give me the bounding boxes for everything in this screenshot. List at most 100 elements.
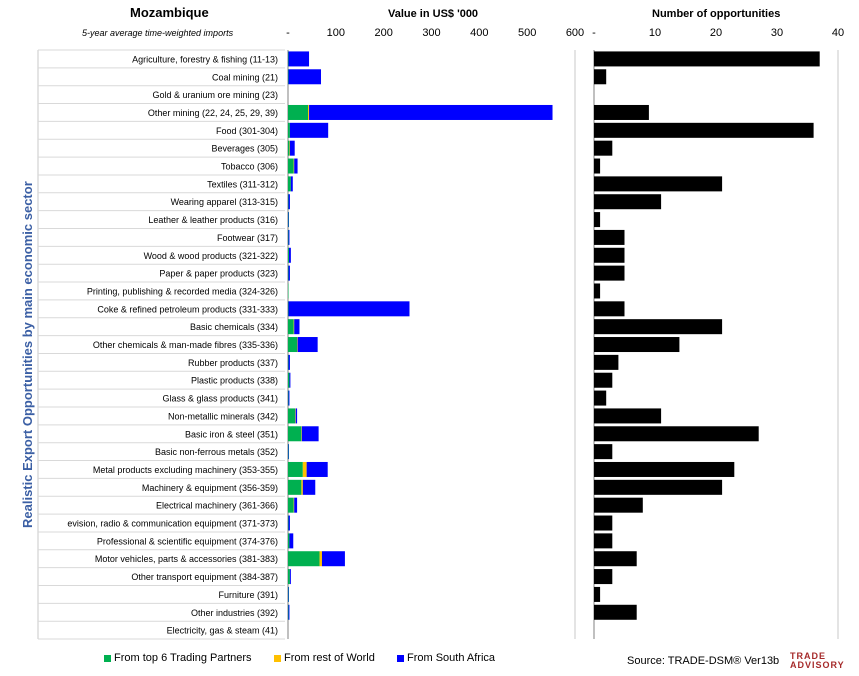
category-label: Food (301-304) (216, 126, 278, 136)
legend-item-top6: From top 6 Trading Partners (104, 652, 252, 664)
category-label: Metal products excluding machinery (353-… (93, 465, 278, 475)
value-bar-segment (288, 515, 290, 531)
category-label: Paper & paper products (323) (159, 269, 278, 279)
value-axis-tick-label: 200 (374, 27, 392, 39)
category-label: Other industries (392) (191, 608, 278, 618)
value-axis-tick-label: 300 (422, 27, 440, 39)
value-bar-segment (288, 461, 303, 477)
source-note: Source: TRADE-DSM® Ver13b (627, 655, 780, 667)
value-axis-tick-label: - (286, 27, 290, 39)
category-label: Textiles (311-312) (207, 179, 278, 189)
category-label: Coke & refined petroleum products (331-3… (97, 304, 278, 314)
value-bar-segment (288, 176, 291, 192)
count-bar (594, 104, 649, 120)
count-bar (594, 354, 619, 370)
chart-subtitle: 5-year average time-weighted imports (82, 28, 234, 38)
count-bar (594, 604, 637, 620)
category-label: Tobacco (306) (221, 162, 278, 172)
category-label: Leather & leather products (316) (148, 215, 278, 225)
count-bar (594, 551, 637, 567)
count-bar (594, 337, 680, 353)
count-bar (594, 122, 814, 138)
value-bar-segment (288, 140, 290, 156)
value-bar-segment (302, 461, 307, 477)
count-bar (594, 390, 607, 406)
value-bar-segment (306, 461, 328, 477)
value-bar-segment (288, 51, 310, 67)
category-label: Glass & glass products (341) (162, 394, 278, 404)
category-label: Other transport equipment (384-387) (131, 572, 278, 582)
value-bar-segment (308, 104, 310, 120)
value-bar-segment (288, 247, 289, 263)
value-bar-segment (321, 551, 345, 567)
trade-advisory-logo: TRADE ADVISORY (790, 652, 845, 670)
value-bar-segment (289, 533, 294, 549)
category-label: Rubber products (337) (188, 358, 278, 368)
count-bar (594, 247, 625, 263)
count-bar (594, 497, 643, 513)
category-label: Footwear (317) (217, 233, 278, 243)
legend-label: From rest of World (284, 652, 375, 664)
value-bar-segment (288, 497, 294, 513)
value-bar-segment (288, 604, 290, 620)
count-bar (594, 586, 601, 602)
country-title: Mozambique (130, 5, 209, 20)
value-axis-tick-label: 400 (470, 27, 488, 39)
value-bar-segment (294, 319, 300, 335)
value-axis-tick-label: 600 (566, 27, 584, 39)
category-label: Machinery & equipment (356-359) (142, 483, 278, 493)
category-label: Printing, publishing & recorded media (3… (87, 286, 278, 296)
category-label: Electricity, gas & steam (41) (167, 626, 278, 636)
count-bar (594, 372, 613, 388)
value-bar-segment (288, 104, 309, 120)
count-bar (594, 194, 662, 210)
logo-line-1: TRADE (790, 651, 826, 661)
count-bar (594, 283, 601, 299)
count-bar (594, 479, 723, 495)
value-bar-segment (288, 229, 290, 245)
count-bar (594, 69, 607, 85)
count-bar (594, 158, 601, 174)
value-bar-segment (301, 479, 303, 495)
category-label: Professional & scientific equipment (374… (97, 536, 278, 546)
count-bar (594, 319, 723, 335)
value-bar-segment (288, 533, 290, 549)
value-bar-segment (288, 569, 290, 585)
category-label: Wearing apparel (313-315) (171, 197, 278, 207)
legend-swatch-yellow (274, 654, 281, 662)
value-axis-tick-label: 100 (327, 27, 345, 39)
value-bar-segment (289, 122, 329, 138)
value-bar-segment (319, 551, 322, 567)
value-bar-segment (288, 122, 290, 138)
legend-swatch-blue (397, 654, 404, 662)
count-chart-title: Number of opportunities (652, 8, 781, 20)
category-label: Basic non-ferrous metals (352) (155, 447, 278, 457)
value-bar-segment (288, 354, 290, 370)
count-bar (594, 461, 735, 477)
legend-label: From top 6 Trading Partners (114, 652, 252, 664)
value-bar-segment (294, 158, 298, 174)
count-bar (594, 212, 601, 228)
legend-item-rest-of-world: From rest of World (274, 652, 375, 664)
value-bar-segment (289, 140, 295, 156)
count-axis-tick-label: - (592, 27, 596, 39)
value-bar-segment (288, 390, 290, 406)
count-bar (594, 533, 613, 549)
category-label: Basic chemicals (334) (190, 322, 278, 332)
value-bar-segment (288, 337, 298, 353)
category-label: Electrical machinery (361-366) (156, 501, 278, 511)
count-axis-tick-label: 20 (710, 27, 722, 39)
category-label: Plastic products (338) (191, 376, 278, 386)
value-bar-segment (288, 372, 290, 388)
count-bar (594, 426, 759, 442)
value-bar-segment (288, 551, 320, 567)
category-label: Coal mining (21) (212, 72, 278, 82)
count-axis-tick-label: 30 (771, 27, 783, 39)
count-bar (594, 176, 723, 192)
value-bar-segment (297, 337, 318, 353)
count-bar (594, 301, 625, 317)
category-label: Wood & wood products (321-322) (144, 251, 278, 261)
value-bar-segment (289, 372, 291, 388)
value-bar-segment (294, 497, 298, 513)
